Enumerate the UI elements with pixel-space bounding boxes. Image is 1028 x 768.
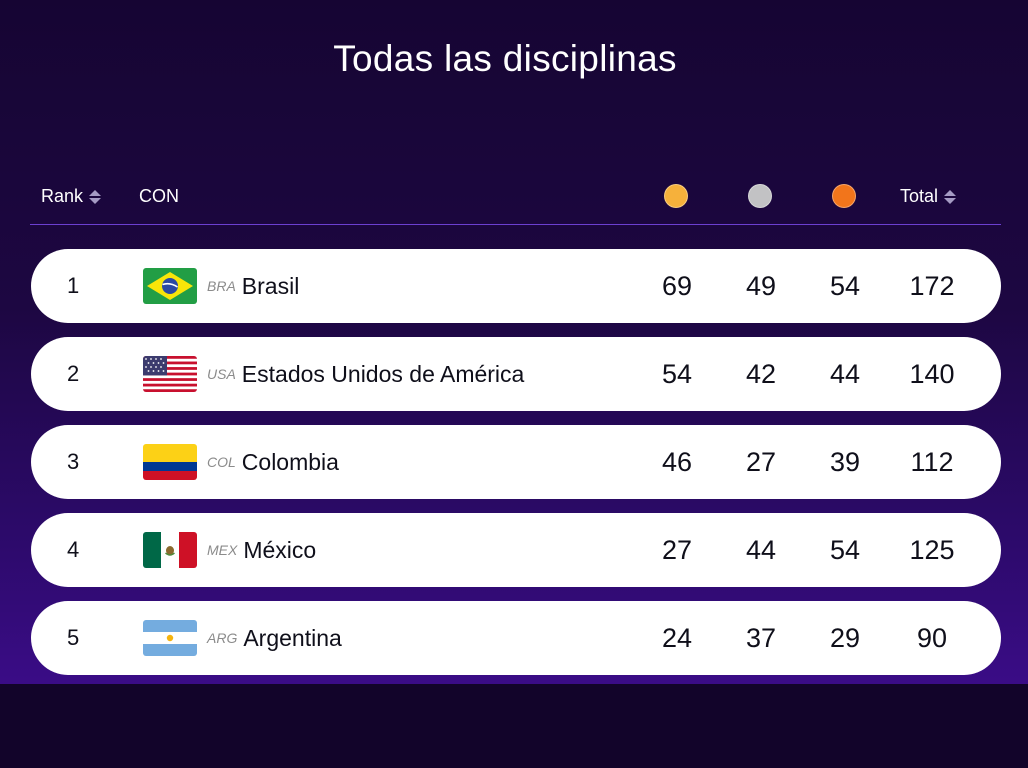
bronze-count: 29 — [829, 622, 861, 653]
gold-count: 24 — [661, 622, 693, 653]
gold-count: 69 — [661, 270, 693, 301]
argentina-flag-icon — [143, 620, 197, 656]
total-count: 172 — [909, 270, 955, 301]
total-column-header[interactable]: Total — [900, 186, 957, 207]
silver-count: 27 — [745, 446, 777, 477]
page-footer-background — [0, 684, 1028, 768]
total-count: 90 — [916, 622, 948, 653]
silver-count: 44 — [745, 534, 777, 565]
medal-table-panel: Todas las disciplinas Rank CON Total 1 — [0, 0, 1028, 684]
country-name[interactable]: Colombia — [241, 448, 339, 475]
silver-medal-icon — [748, 184, 772, 208]
rank-value: 2 — [67, 361, 80, 386]
silver-count: 42 — [745, 358, 777, 389]
country-name[interactable]: Estados Unidos de América — [241, 360, 525, 387]
table-row[interactable]: 3 COL Colombia 46 27 39 112 — [31, 425, 1001, 499]
country-name[interactable]: Brasil — [241, 272, 300, 299]
total-header-label: Total — [900, 186, 939, 206]
bronze-count: 54 — [829, 270, 861, 301]
total-count: 125 — [909, 534, 955, 565]
country-name[interactable]: México — [243, 536, 317, 563]
country-code: USA Estados Unidos de América — [207, 360, 525, 387]
rank-value: 1 — [67, 273, 80, 298]
table-header: Rank CON Total — [30, 176, 1001, 225]
bronze-count: 44 — [829, 358, 861, 389]
bronze-count: 54 — [829, 534, 861, 565]
usa-flag-icon — [143, 356, 197, 392]
rank-value: 5 — [67, 625, 80, 650]
table-row[interactable]: 1 BRA Brasil 69 49 54 172 — [31, 249, 1001, 323]
total-count: 140 — [909, 358, 955, 389]
rank-header-label: Rank — [41, 186, 84, 206]
country-code: ARG Argentina — [207, 624, 342, 651]
rank-value: 3 — [67, 449, 80, 474]
silver-count: 49 — [745, 270, 777, 301]
country-code: BRA Brasil — [207, 272, 300, 299]
table-row[interactable]: 4 MEX México 27 44 54 125 — [31, 513, 1001, 587]
page-title: Todas las disciplinas — [333, 38, 677, 79]
country-code: MEX México — [207, 536, 317, 563]
total-count: 112 — [910, 446, 954, 477]
con-column-header: CON — [139, 186, 179, 207]
sort-icon[interactable] — [944, 189, 957, 204]
country-code: COL Colombia — [207, 448, 339, 475]
silver-count: 37 — [745, 622, 777, 653]
gold-count: 27 — [661, 534, 693, 565]
gold-medal-icon — [664, 184, 688, 208]
bronze-count: 39 — [829, 446, 861, 477]
table-row[interactable]: 5 ARG Argentina 24 37 29 90 — [31, 601, 1001, 675]
brazil-flag-icon — [143, 268, 197, 304]
gold-count: 54 — [661, 358, 693, 389]
sort-icon[interactable] — [89, 189, 102, 204]
gold-count: 46 — [661, 446, 693, 477]
mexico-flag-icon — [143, 532, 197, 568]
country-name[interactable]: Argentina — [243, 624, 342, 651]
bronze-medal-icon — [832, 184, 856, 208]
colombia-flag-icon — [143, 444, 197, 480]
rank-column-header[interactable]: Rank — [41, 186, 102, 207]
rank-value: 4 — [67, 537, 80, 562]
con-header-label: CON — [139, 186, 179, 206]
table-row[interactable]: 2 USA Estados Un — [31, 337, 1001, 411]
